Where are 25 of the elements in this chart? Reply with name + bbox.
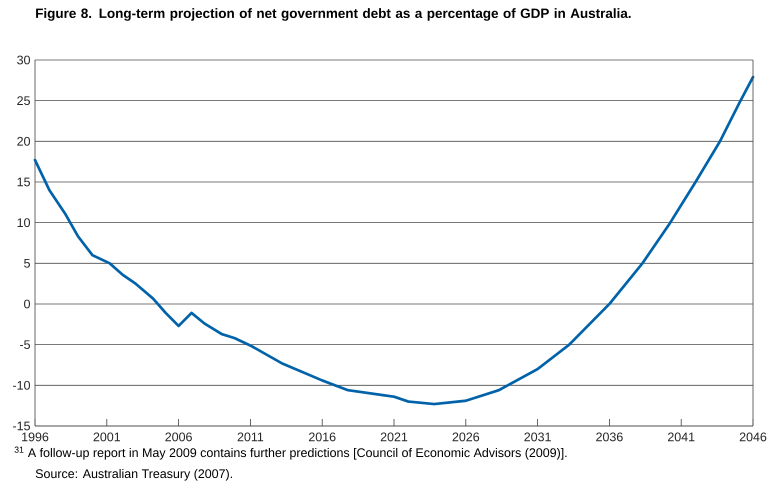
y-tick-label: 5	[24, 258, 30, 268]
x-tick-label: 2016	[308, 432, 336, 442]
x-tick-label: 2021	[380, 432, 408, 442]
x-tick-label: 2046	[740, 432, 766, 442]
x-tick-label: 2011	[238, 432, 264, 442]
y-tick-label: 20	[17, 136, 30, 146]
line-series	[34, 76, 754, 406]
y-tick-label: 0	[24, 300, 30, 308]
y-tick-label: 10	[18, 218, 30, 228]
x-tick-label: 2026	[452, 432, 480, 442]
text: $^{31}$ A follow-up report in May 2009 contains further predictions [Council of Economic Advisors (2009)].	[14, 446, 567, 460]
y-tick-label: -5	[20, 340, 30, 349]
x-tick-label: 2031	[524, 432, 551, 442]
chart-title: Figure 8. Long-term projection of net government debt as a percentage of GDP in Australia.	[36, 8, 631, 21]
x-tick-label: 1996	[22, 432, 48, 442]
x-tick-label: 2006	[165, 432, 192, 442]
source-note: Source: Australian Treasury (2007).	[36, 468, 232, 481]
x-tick-label: 2041	[668, 432, 694, 442]
y-tick-label: 30	[17, 56, 30, 64]
y-tick-label: 15	[18, 178, 30, 186]
x-tick-label: 2036	[596, 432, 623, 442]
y-tick-label: -15	[13, 422, 30, 430]
y-tick-label: -10	[13, 380, 30, 390]
y-tick-label: 25	[17, 96, 30, 106]
x-tick-label: 2001	[94, 432, 120, 442]
